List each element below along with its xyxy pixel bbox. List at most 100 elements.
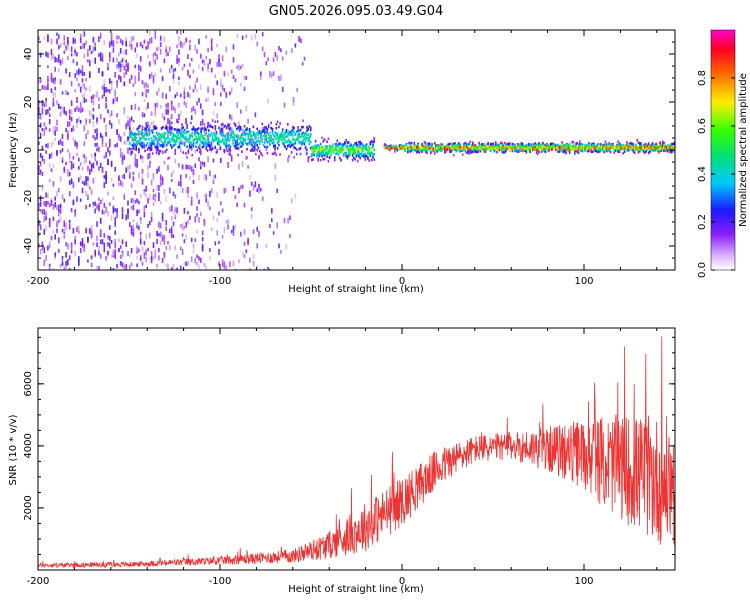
heatmap-cell — [154, 72, 157, 77]
heatmap-cell — [542, 142, 544, 145]
heatmap-cell — [283, 142, 285, 145]
heatmap-cell — [637, 148, 640, 151]
heatmap-cell — [647, 147, 650, 150]
heatmap-cell — [254, 181, 257, 188]
heatmap-cell — [335, 142, 337, 146]
heatmap-cell — [181, 67, 184, 71]
heatmap-cell — [618, 142, 621, 145]
heatmap-cell — [121, 262, 124, 268]
heatmap-cell — [367, 148, 369, 151]
heatmap-cell — [149, 160, 151, 164]
heatmap-cell — [353, 143, 355, 147]
heatmap-cell — [135, 148, 137, 151]
heatmap-cell — [129, 142, 131, 145]
heatmap-cell — [58, 208, 60, 213]
heatmap-cell — [292, 143, 294, 146]
heatmap-cell — [478, 148, 480, 152]
heatmap-cell — [164, 132, 167, 135]
heatmap-cell — [109, 56, 111, 62]
heatmap-cell — [200, 103, 202, 109]
heatmap-cell — [246, 127, 248, 130]
heatmap-cell — [139, 124, 141, 128]
heatmap-cell — [243, 131, 246, 134]
heatmap-cell — [358, 145, 360, 149]
heatmap-cell — [328, 147, 331, 150]
heatmap-cell — [190, 166, 193, 172]
heatmap-cell — [301, 62, 304, 66]
heatmap-cell — [201, 230, 204, 236]
heatmap-cell — [114, 239, 116, 246]
heatmap-cell — [129, 43, 131, 48]
heatmap-cell — [287, 140, 289, 143]
heatmap-cell — [200, 134, 202, 137]
heatmap-cell — [110, 254, 113, 259]
heatmap-cell — [163, 116, 166, 121]
heatmap-cell — [56, 221, 58, 228]
heatmap-cell — [574, 150, 576, 154]
heatmap-cell — [203, 161, 206, 168]
heatmap-cell — [239, 136, 242, 139]
heatmap-cell — [496, 145, 498, 149]
heatmap-cell — [233, 122, 236, 125]
heatmap-cell — [303, 142, 306, 146]
heatmap-cell — [258, 149, 261, 153]
heatmap-cell — [503, 141, 506, 145]
heatmap-cell — [281, 134, 284, 137]
heatmap-cell — [227, 224, 229, 230]
heatmap-cell — [218, 54, 220, 61]
heatmap-cell — [246, 132, 248, 136]
heatmap-cell — [103, 242, 106, 249]
heatmap-cell — [386, 146, 388, 149]
heatmap-cell — [205, 98, 207, 102]
heatmap-cell — [318, 147, 321, 151]
heatmap-cell — [169, 143, 172, 147]
heatmap-cell — [240, 109, 242, 114]
heatmap-cell — [79, 175, 82, 180]
heatmap-cell — [548, 145, 551, 149]
heatmap-cell — [214, 174, 217, 179]
heatmap-ytick-label: 40 — [23, 48, 34, 61]
heatmap-cell — [123, 107, 126, 111]
heatmap-cell — [154, 125, 157, 128]
heatmap-cell — [130, 183, 133, 188]
heatmap-cell — [132, 142, 135, 145]
heatmap-cell — [252, 139, 255, 142]
heatmap-cell — [248, 141, 251, 145]
heatmap-cell — [74, 211, 76, 217]
heatmap-cell — [337, 149, 340, 152]
heatmap-cell — [130, 198, 133, 203]
heatmap-cell — [139, 217, 142, 222]
heatmap-cell — [291, 198, 293, 204]
heatmap-cell — [225, 142, 228, 149]
heatmap-cell — [633, 151, 636, 154]
heatmap-cell — [295, 152, 298, 156]
heatmap-cell — [105, 171, 107, 177]
heatmap-cell — [543, 147, 545, 151]
heatmap-cell — [258, 129, 261, 133]
heatmap-cell — [110, 110, 113, 117]
heatmap-cell — [209, 124, 211, 128]
heatmap-cell — [85, 228, 87, 234]
heatmap-cell — [492, 146, 495, 150]
heatmap-cell — [43, 103, 46, 107]
heatmap-cell — [275, 153, 278, 157]
heatmap-cell — [262, 143, 265, 147]
heatmap-cell — [181, 269, 184, 270]
heatmap-cell — [54, 125, 56, 131]
heatmap-cell — [141, 111, 144, 118]
heatmap-cell — [194, 44, 197, 51]
heatmap-cell — [369, 142, 372, 146]
heatmap-cell — [204, 133, 206, 137]
heatmap-cell — [222, 139, 224, 142]
heatmap-cell — [198, 217, 200, 223]
heatmap-cell — [78, 157, 80, 162]
heatmap-cell — [164, 141, 167, 145]
heatmap-cell — [109, 150, 111, 156]
heatmap-cell — [92, 178, 95, 184]
heatmap-cell — [491, 142, 493, 146]
heatmap-cell — [261, 122, 264, 126]
heatmap-cell — [280, 138, 283, 141]
heatmap-cell — [56, 100, 58, 106]
heatmap-cell — [298, 141, 300, 145]
heatmap-cell — [589, 148, 591, 152]
